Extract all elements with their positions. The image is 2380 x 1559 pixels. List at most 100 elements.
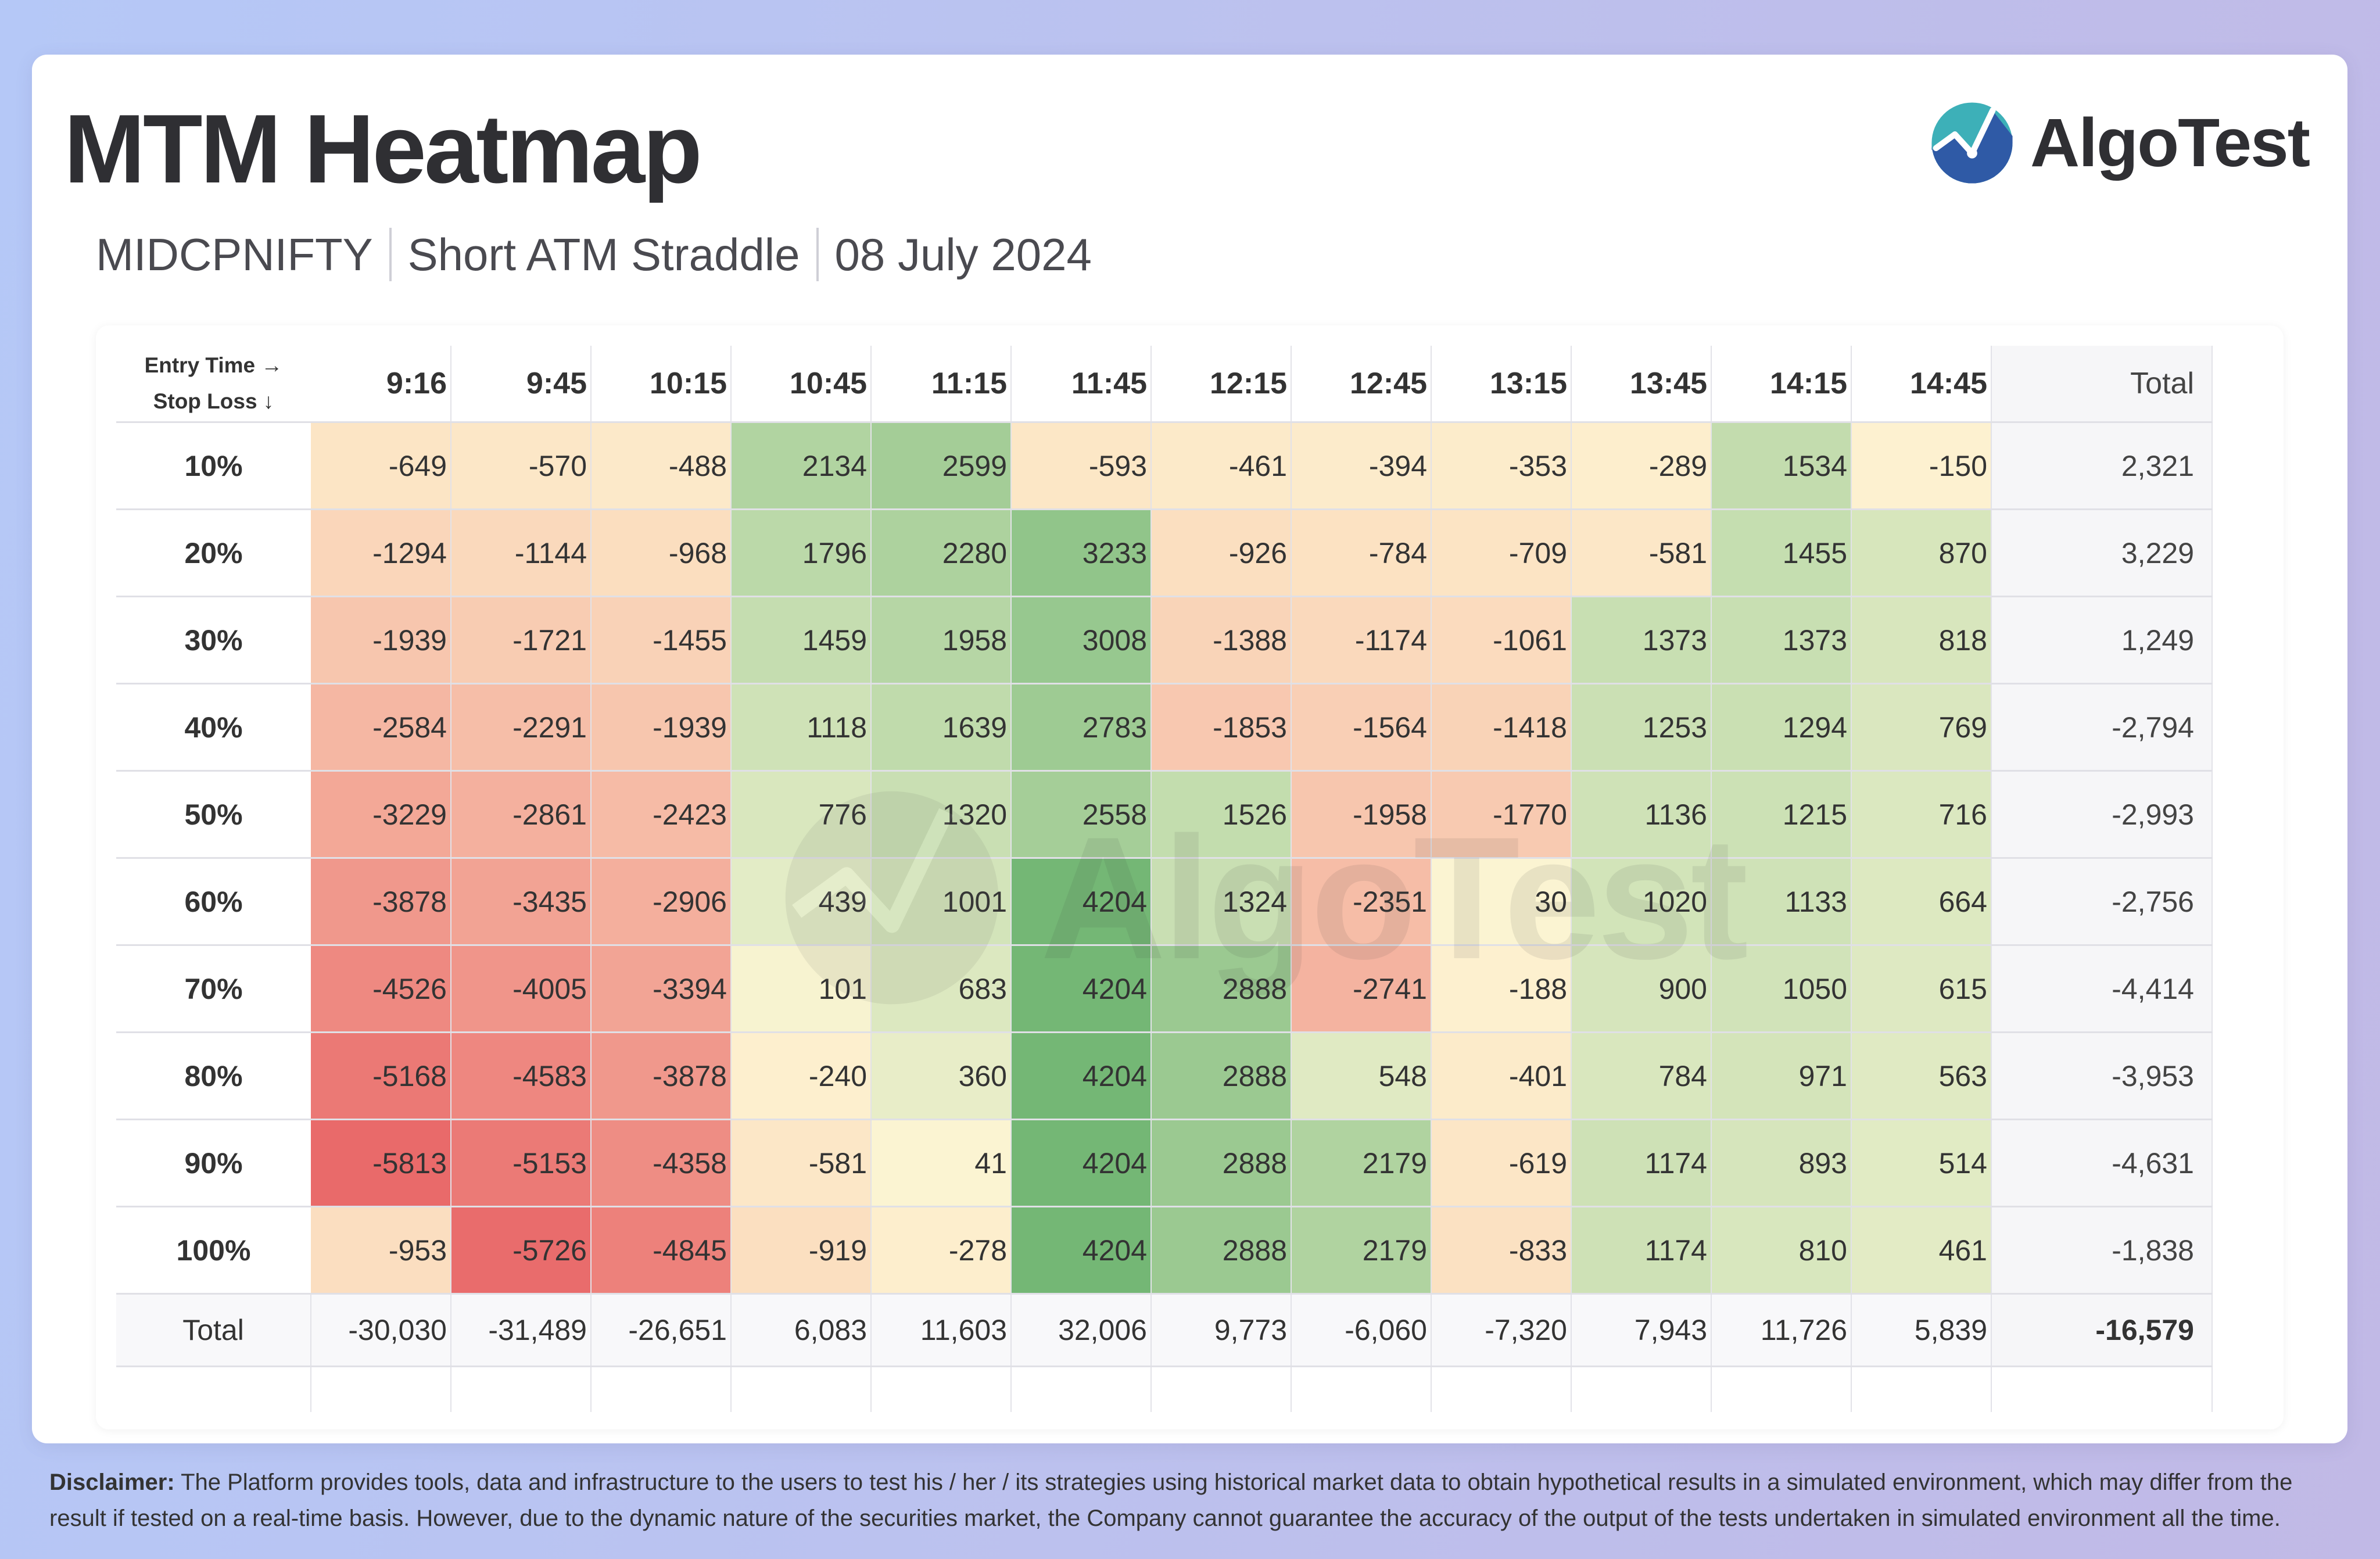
heatmap-cell: 2179 bbox=[1291, 1119, 1432, 1207]
heatmap-cell: 664 bbox=[1851, 858, 1992, 945]
heatmap-cell: -401 bbox=[1431, 1032, 1572, 1120]
row-total: -1,838 bbox=[1991, 1206, 2213, 1294]
spacer-cell bbox=[1991, 1366, 2213, 1412]
heatmap-cell: -2351 bbox=[1291, 858, 1432, 945]
heatmap-cell: 2783 bbox=[1011, 683, 1152, 771]
spacer-cell bbox=[1431, 1366, 1572, 1412]
heatmap-cell: 1001 bbox=[871, 858, 1012, 945]
heatmap-cell: 2888 bbox=[1151, 1032, 1292, 1120]
heatmap-cell: 769 bbox=[1851, 683, 1992, 771]
heatmap-row: 100% -953 -5726 -4845 -919 -278 4204 2888 2179 -8… bbox=[116, 1206, 2213, 1294]
total-column-header: Total bbox=[1991, 346, 2213, 422]
row-total: -4,631 bbox=[1991, 1119, 2213, 1207]
heatmap-cell: 1294 bbox=[1711, 683, 1852, 771]
row-header: 90% bbox=[184, 1146, 243, 1180]
heatmap-cell: 1133 bbox=[1711, 858, 1852, 945]
row-total: -2,756 bbox=[1991, 858, 2213, 945]
heatmap-cell: 2599 bbox=[871, 422, 1012, 510]
column-total: 9,773 bbox=[1151, 1293, 1292, 1367]
column-total: -7,320 bbox=[1431, 1293, 1572, 1367]
heatmap-cell: 893 bbox=[1711, 1119, 1852, 1207]
brand-name: AlgoTest bbox=[2030, 105, 2310, 181]
heatmap-cell: -5168 bbox=[311, 1032, 451, 1120]
heatmap-cell: 4204 bbox=[1011, 1206, 1152, 1294]
heatmap-cell: 461 bbox=[1851, 1206, 1992, 1294]
heatmap-cell: 1174 bbox=[1571, 1119, 1712, 1207]
column-header: 11:45 bbox=[1011, 346, 1152, 422]
heatmap-cell: -968 bbox=[591, 509, 732, 597]
heatmap-cell: 776 bbox=[731, 770, 872, 858]
heatmap-cell: 1639 bbox=[871, 683, 1012, 771]
row-header: 80% bbox=[184, 1059, 243, 1092]
spacer-cell bbox=[1711, 1366, 1852, 1412]
divider bbox=[816, 228, 819, 281]
date-label: 08 July 2024 bbox=[834, 228, 1092, 280]
row-header: 50% bbox=[184, 798, 243, 831]
totals-row-label: Total bbox=[116, 1293, 311, 1367]
column-total: -30,030 bbox=[311, 1293, 451, 1367]
heatmap-cell: -1174 bbox=[1291, 596, 1432, 684]
divider bbox=[389, 228, 392, 281]
heatmap-cell: -1418 bbox=[1431, 683, 1572, 771]
heatmap-cell: -488 bbox=[591, 422, 732, 510]
heatmap-cell: -709 bbox=[1431, 509, 1572, 597]
column-header: 12:45 bbox=[1291, 346, 1432, 422]
heatmap-cell: 360 bbox=[871, 1032, 1012, 1120]
column-total: 11,603 bbox=[871, 1293, 1012, 1367]
row-header: 70% bbox=[184, 972, 243, 1005]
heatmap-cell: 439 bbox=[731, 858, 872, 945]
heatmap-cell: -4845 bbox=[591, 1206, 732, 1294]
heatmap-cell: -2906 bbox=[591, 858, 732, 945]
heatmap-cell: 870 bbox=[1851, 509, 1992, 597]
spacer-cell bbox=[116, 1366, 311, 1412]
column-total: 11,726 bbox=[1711, 1293, 1852, 1367]
brand-logo: AlgoTest bbox=[1929, 100, 2310, 186]
heatmap-cell: 971 bbox=[1711, 1032, 1852, 1120]
column-header: 9:45 bbox=[451, 346, 592, 422]
instrument-label: MIDCPNIFTY bbox=[96, 228, 373, 280]
heatmap-cell: -953 bbox=[311, 1206, 451, 1294]
heatmap-cell: -4526 bbox=[311, 945, 451, 1033]
heatmap-cell: -394 bbox=[1291, 422, 1432, 510]
column-total: -26,651 bbox=[591, 1293, 732, 1367]
heatmap-cell: -240 bbox=[731, 1032, 872, 1120]
column-header: 10:45 bbox=[731, 346, 872, 422]
column-header: 9:16 bbox=[311, 346, 451, 422]
spacer-cell bbox=[311, 1366, 451, 1412]
heatmap-cell: -1144 bbox=[451, 509, 592, 597]
heatmap-cell: -2423 bbox=[591, 770, 732, 858]
heatmap-cell: -1294 bbox=[311, 509, 451, 597]
heatmap-cell: -5153 bbox=[451, 1119, 592, 1207]
column-header: 10:15 bbox=[591, 346, 732, 422]
heatmap-cell: 716 bbox=[1851, 770, 1992, 858]
heatmap-cell: -3878 bbox=[311, 858, 451, 945]
heatmap-cell: -1564 bbox=[1291, 683, 1432, 771]
heatmap-cell: -3435 bbox=[451, 858, 592, 945]
heatmap-cell: 2179 bbox=[1291, 1206, 1432, 1294]
heatmap-cell: 784 bbox=[1571, 1032, 1712, 1120]
column-header: 14:45 bbox=[1851, 346, 1992, 422]
heatmap-cell: -4583 bbox=[451, 1032, 592, 1120]
heatmap-cell: 4204 bbox=[1011, 1119, 1152, 1207]
heatmap-cell: 1455 bbox=[1711, 509, 1852, 597]
heatmap-cell: -2861 bbox=[451, 770, 592, 858]
row-total: -2,993 bbox=[1991, 770, 2213, 858]
heatmap-cell: 4204 bbox=[1011, 945, 1152, 1033]
heatmap-cell: 1373 bbox=[1711, 596, 1852, 684]
heatmap-cell: -1721 bbox=[451, 596, 592, 684]
heatmap-cell: 900 bbox=[1571, 945, 1712, 1033]
heatmap-cell: -4358 bbox=[591, 1119, 732, 1207]
heatmap-cell: 2280 bbox=[871, 509, 1012, 597]
heatmap-cell: -3394 bbox=[591, 945, 732, 1033]
heatmap-cell: 1174 bbox=[1571, 1206, 1712, 1294]
algotest-logo-icon bbox=[1931, 102, 2013, 184]
heatmap-cell: -5813 bbox=[311, 1119, 451, 1207]
spacer-cell bbox=[1851, 1366, 1992, 1412]
heatmap-cell: 2888 bbox=[1151, 1119, 1292, 1207]
heatmap-cell: 1526 bbox=[1151, 770, 1292, 858]
heatmap-cell: -1939 bbox=[311, 596, 451, 684]
spacer-cell bbox=[1151, 1366, 1292, 1412]
heatmap-cell: -619 bbox=[1431, 1119, 1572, 1207]
strategy-label: Short ATM Straddle bbox=[407, 228, 800, 280]
heatmap-cell: -278 bbox=[871, 1206, 1012, 1294]
